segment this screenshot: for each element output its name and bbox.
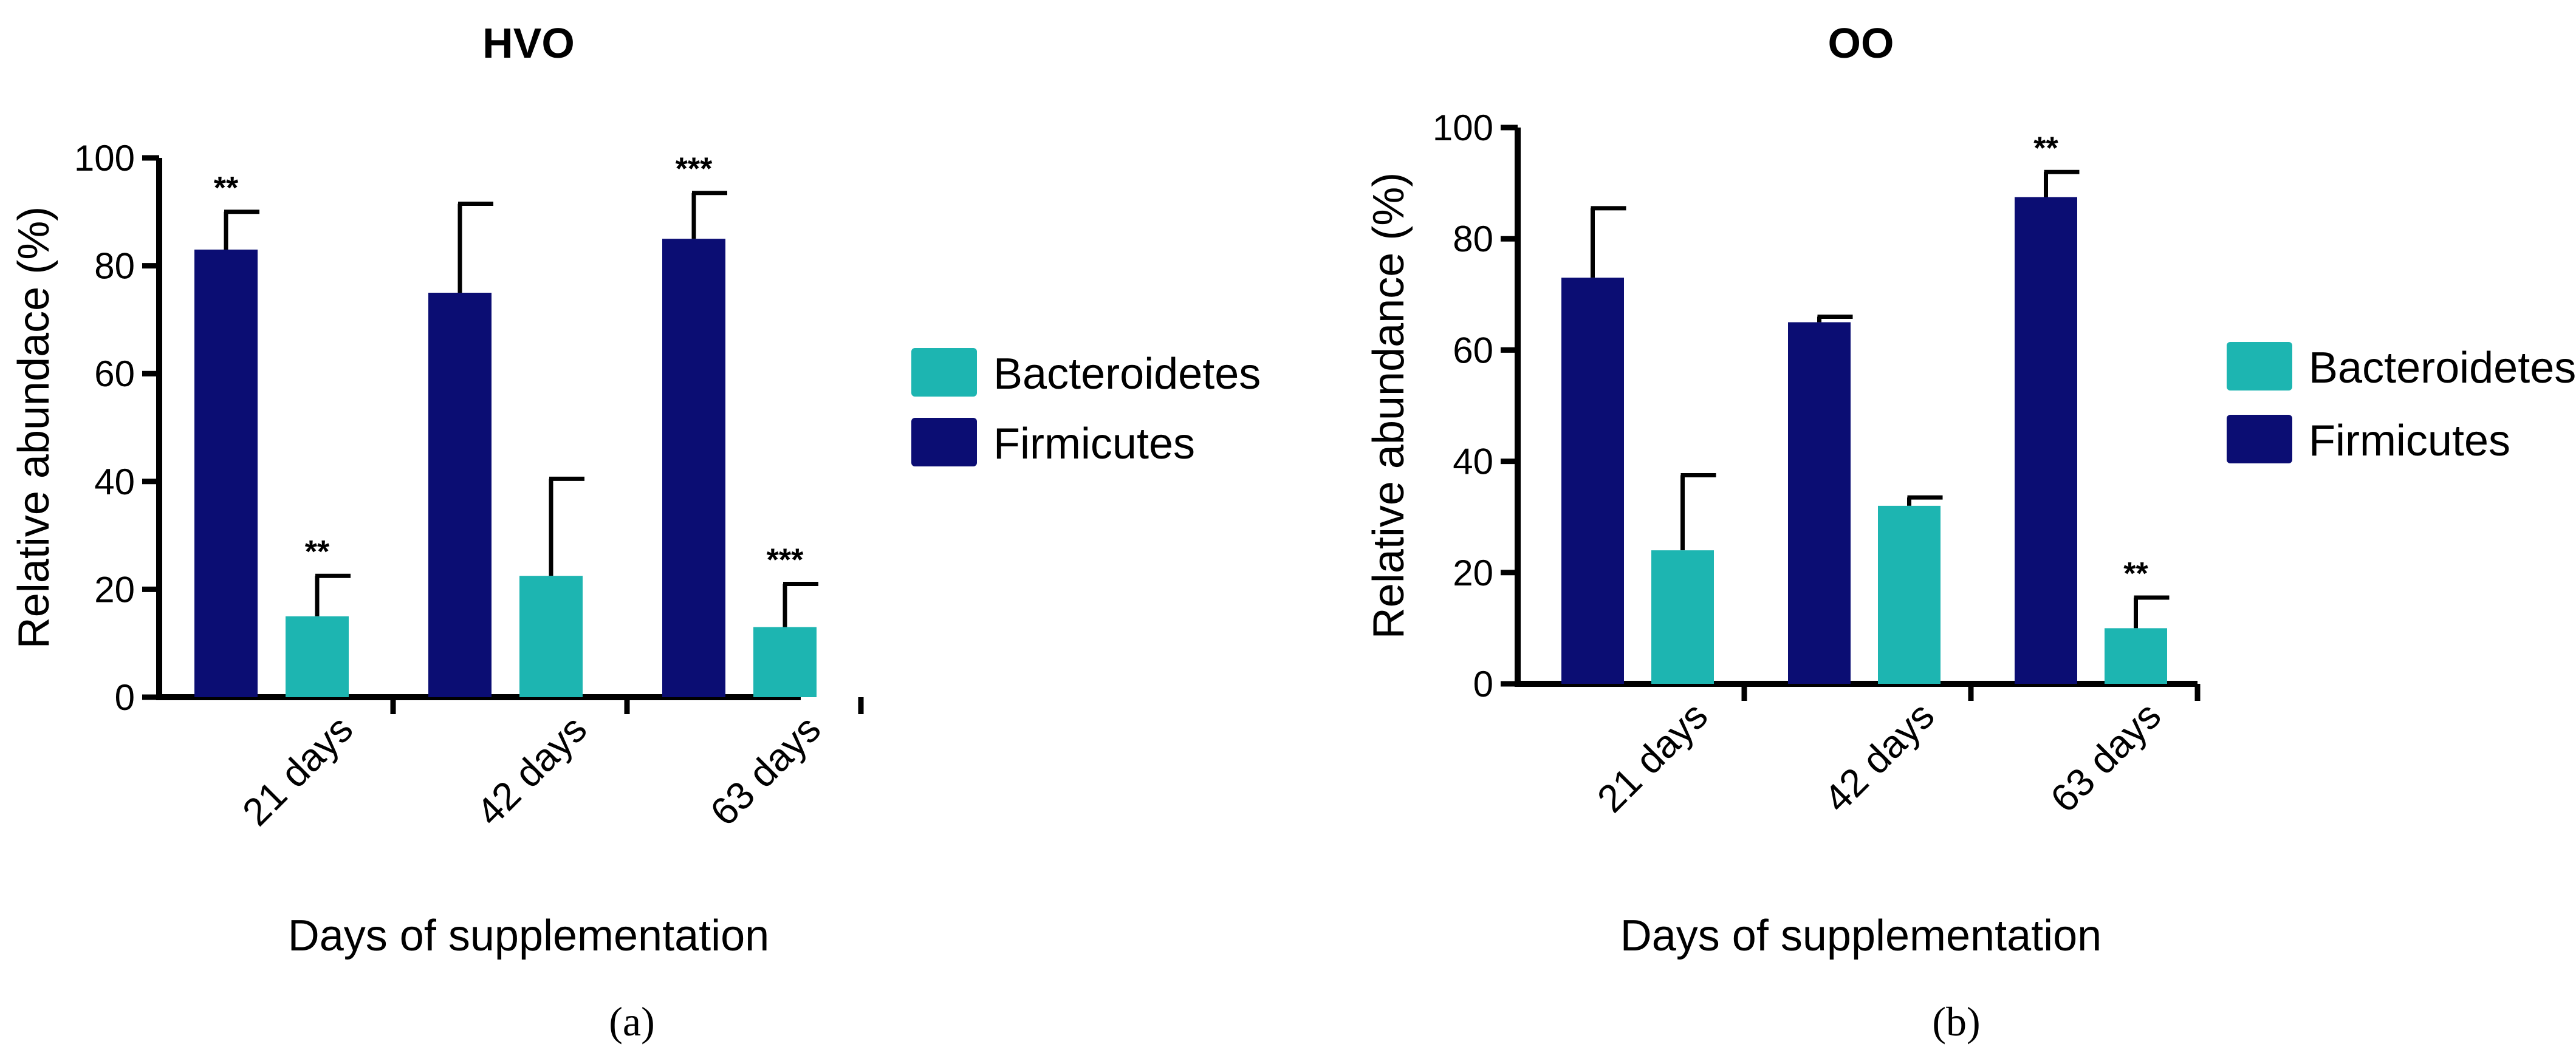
y-axis-label: Relative abundance (%)	[1365, 172, 1413, 639]
x-axis-label: Days of supplementation	[1620, 912, 2102, 960]
y-tick-label: 20	[1453, 553, 1493, 593]
legend-swatch-firmicutes	[2227, 415, 2292, 463]
significance-label: **	[2033, 131, 2058, 166]
legend-swatch-firmicutes	[911, 418, 977, 466]
bar-firmicutes	[1788, 322, 1851, 684]
legend-label: Firmicutes	[2309, 417, 2510, 465]
bar-firmicutes	[662, 239, 725, 697]
x-tick-label: 63 days	[2042, 694, 2169, 820]
significance-label: ***	[767, 543, 804, 578]
bar-bacteroidetes	[2105, 628, 2167, 684]
bar-bacteroidetes	[286, 616, 349, 697]
legend-label: Bacteroidetes	[2309, 344, 2576, 392]
bar-bacteroidetes	[753, 627, 817, 697]
y-tick-label: 100	[74, 138, 135, 179]
bar-firmicutes	[1561, 278, 1624, 684]
x-axis-label: Days of supplementation	[288, 912, 769, 960]
y-tick-label: 100	[1433, 107, 1493, 148]
bar-firmicutes	[194, 249, 258, 698]
x-tick-label: 21 days	[234, 707, 361, 834]
significance-label: **	[214, 171, 239, 206]
significance-label: ***	[676, 152, 713, 187]
chart-oo: OO 0 20 40 60 80 100 Relative abundance (%) 21 d…	[1365, 19, 2576, 1045]
y-tick-label: 40	[1453, 442, 1493, 482]
bar-bacteroidetes	[1878, 505, 1941, 684]
x-tick-label: 42 days	[1815, 694, 1942, 820]
y-tick-label: 60	[94, 353, 135, 394]
legend-swatch-bacteroidetes	[2227, 342, 2292, 390]
significance-label: **	[2123, 556, 2148, 592]
panel-label: (a)	[609, 998, 654, 1045]
y-tick-label: 0	[1473, 664, 1493, 704]
significance-label: **	[305, 534, 330, 570]
bar-firmicutes	[428, 293, 492, 697]
y-axis-label: Relative abundace (%)	[10, 206, 58, 649]
y-tick-label: 0	[115, 677, 135, 718]
x-tick-label: 42 days	[468, 707, 595, 834]
bar-bacteroidetes	[1651, 550, 1714, 684]
y-tick-label: 80	[94, 246, 135, 287]
y-tick-label: 20	[94, 569, 135, 610]
bar-bacteroidetes	[519, 576, 583, 697]
y-tick-label: 60	[1453, 330, 1493, 370]
panel-label: (b)	[1932, 998, 1980, 1045]
chart-title: HVO	[482, 19, 575, 67]
chart-title: OO	[1828, 19, 1894, 67]
x-tick-label: 21 days	[1589, 694, 1716, 820]
bar-firmicutes	[2015, 197, 2077, 684]
legend-label: Firmicutes	[993, 420, 1195, 468]
x-tick-label: 63 days	[702, 707, 829, 834]
y-tick-label: 80	[1453, 219, 1493, 259]
legend-label: Bacteroidetes	[993, 350, 1261, 398]
legend-swatch-bacteroidetes	[911, 348, 977, 397]
y-tick-label: 40	[94, 462, 135, 502]
